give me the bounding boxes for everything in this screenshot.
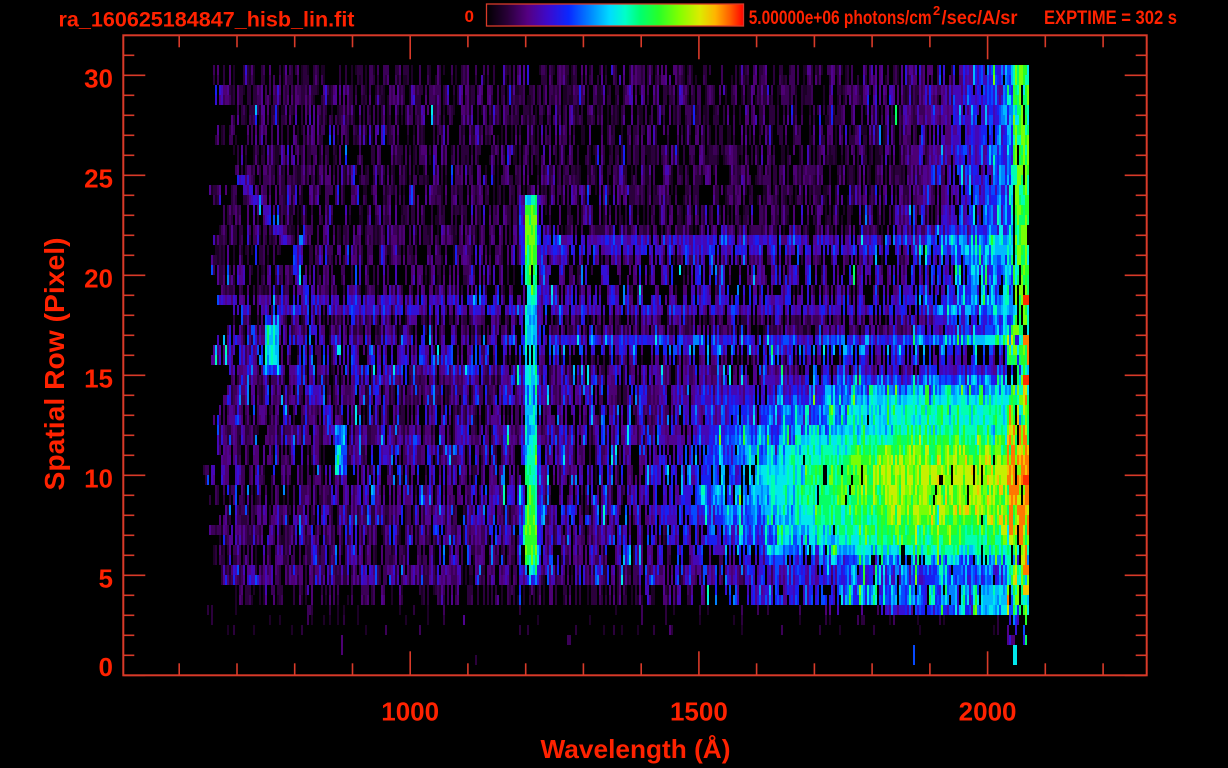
svg-text:30: 30 (84, 64, 113, 94)
svg-text:0: 0 (465, 7, 474, 26)
svg-text:/sec/A/sr: /sec/A/sr (942, 8, 1019, 29)
svg-text:25: 25 (84, 164, 113, 194)
svg-text:10: 10 (84, 464, 113, 494)
svg-text:1500: 1500 (670, 697, 728, 727)
svg-text:1000: 1000 (381, 697, 439, 727)
svg-text:15: 15 (84, 364, 113, 394)
svg-text:0: 0 (99, 652, 113, 682)
svg-text:Wavelength (Å): Wavelength (Å) (541, 734, 731, 764)
svg-text:EXPTIME = 302 s: EXPTIME = 302 s (1044, 8, 1177, 29)
svg-text:5.00000e+06 photons/cm: 5.00000e+06 photons/cm (749, 8, 932, 29)
svg-text:2: 2 (933, 3, 940, 18)
svg-text:Spatial Row (Pixel): Spatial Row (Pixel) (39, 237, 70, 490)
svg-text:20: 20 (84, 264, 113, 294)
svg-text:5: 5 (99, 564, 113, 594)
svg-text:ra_160625184847_hisb_lin.fit: ra_160625184847_hisb_lin.fit (59, 9, 355, 32)
svg-text:2000: 2000 (959, 697, 1017, 727)
